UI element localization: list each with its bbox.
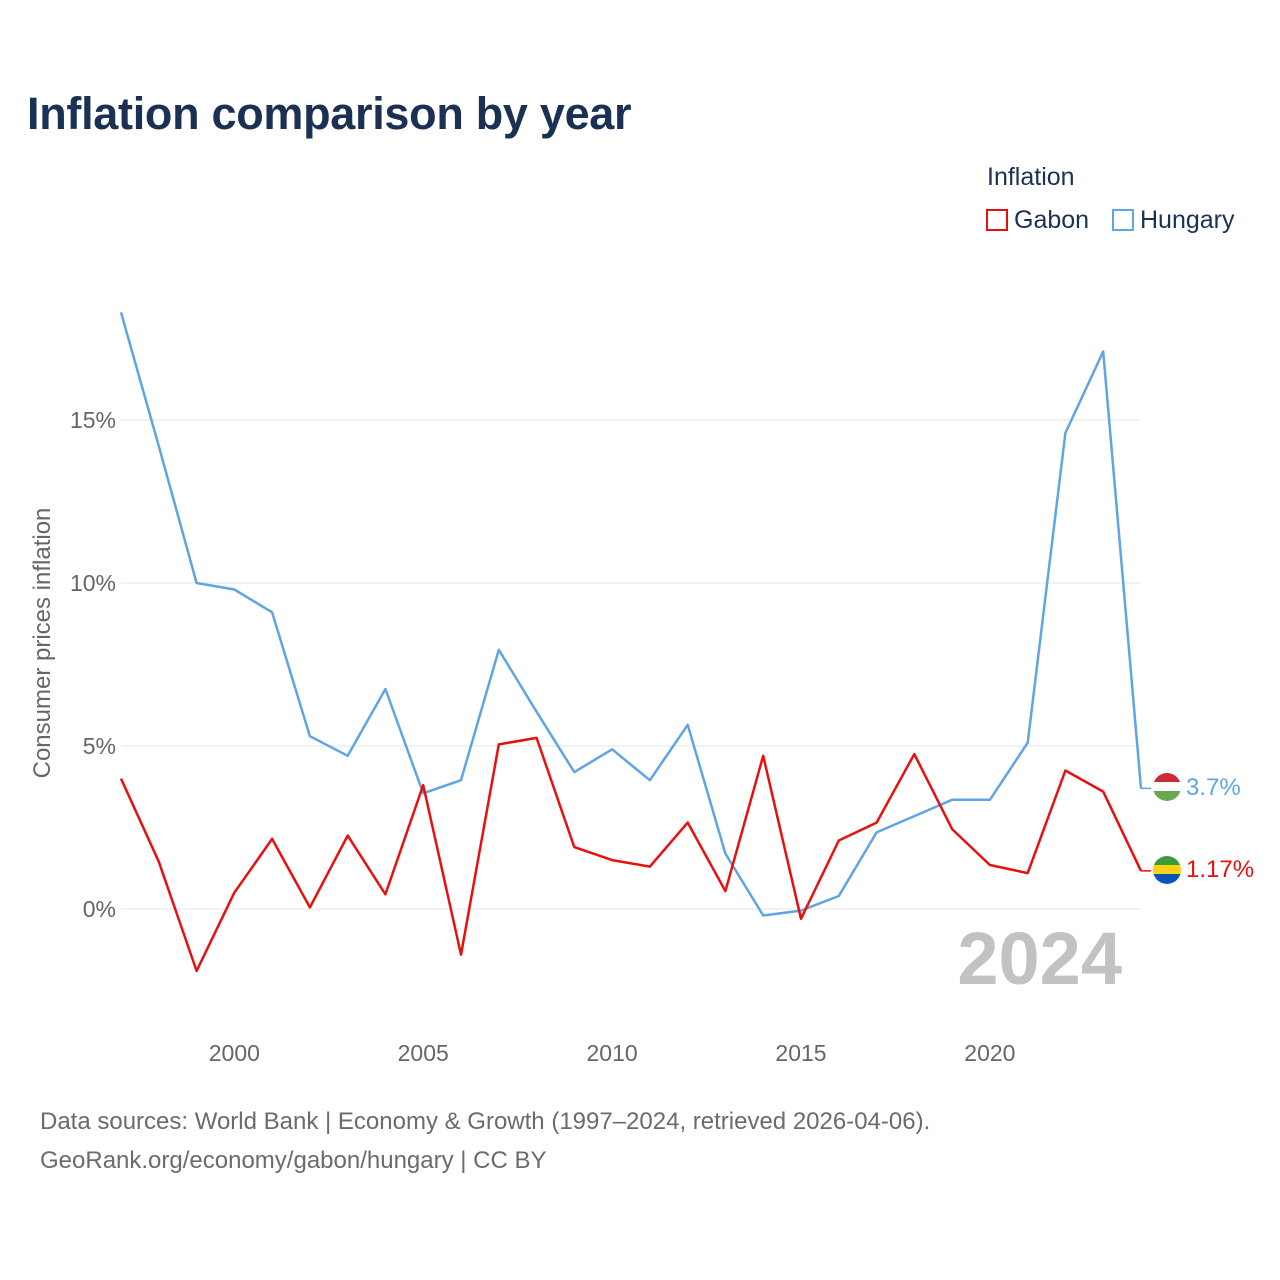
y-axis-label: Consumer prices inflation bbox=[29, 508, 56, 779]
x-tick-label: 2005 bbox=[398, 1040, 449, 1066]
flag-icon-hungary bbox=[1153, 773, 1181, 801]
legend-swatch-gabon bbox=[986, 209, 1008, 231]
x-tick-label: 2015 bbox=[775, 1040, 826, 1066]
year-watermark: 2024 bbox=[957, 917, 1122, 1000]
x-tick-label: 2000 bbox=[209, 1040, 260, 1066]
legend-label-hungary: Hungary bbox=[1140, 205, 1235, 234]
footer-sources: Data sources: World Bank | Economy & Gro… bbox=[40, 1108, 931, 1135]
legend-item-gabon[interactable]: Gabon bbox=[986, 205, 1089, 235]
x-tick-label: 2010 bbox=[587, 1040, 638, 1066]
flag-icon-gabon bbox=[1153, 856, 1181, 884]
chart-title: Inflation comparison by year bbox=[27, 88, 632, 139]
series-line-hungary bbox=[119, 312, 1143, 917]
line-chart: 0% 5% 10% 15% 2000 2005 2010 2015 2020 2024 Cons… bbox=[29, 312, 1254, 1066]
y-tick-label: 5% bbox=[83, 733, 116, 759]
legend-title: Inflation bbox=[987, 163, 1075, 191]
end-label-hungary: 3.7% bbox=[1186, 774, 1241, 801]
x-tick-label: 2020 bbox=[964, 1040, 1015, 1066]
legend-swatch-hungary bbox=[1112, 209, 1134, 231]
legend-item-hungary[interactable]: Hungary bbox=[1112, 205, 1235, 235]
legend-label-gabon: Gabon bbox=[1014, 205, 1090, 234]
series-line-gabon bbox=[119, 736, 1143, 973]
y-tick-label: 0% bbox=[83, 896, 116, 922]
end-label-gabon: 1.17% bbox=[1186, 856, 1254, 883]
footer-link[interactable]: GeoRank.org/economy/gabon/hungary | CC B… bbox=[40, 1147, 547, 1174]
y-tick-label: 10% bbox=[70, 570, 116, 596]
y-tick-label: 15% bbox=[70, 407, 116, 433]
